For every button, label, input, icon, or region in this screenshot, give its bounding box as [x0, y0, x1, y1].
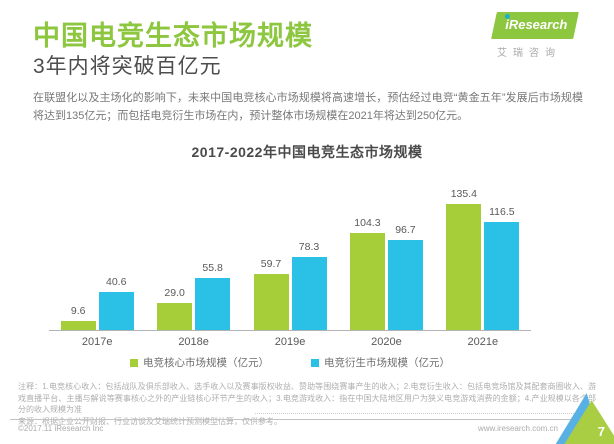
bar-cell: 59.7 — [253, 258, 289, 330]
x-axis-label: 2021e — [467, 336, 499, 348]
bar-group-2021e: 135.4 116.5 — [435, 188, 531, 330]
legend-swatch-icon — [311, 358, 319, 367]
page-subtitle: 3年内将突破百亿元 — [33, 55, 222, 78]
bar — [253, 274, 289, 330]
bar-cell: 135.4 — [446, 188, 482, 330]
bar-cell: 116.5 — [484, 205, 520, 330]
x-axis-label: 2017e — [81, 336, 113, 348]
footnote-notes: 注释：1.电竞核心收入：包括战队及俱乐部收入、选手收入以及赛事版权收益、赞助等围… — [18, 382, 596, 415]
corner-decoration: 7 — [552, 392, 614, 444]
bar-value-label: 55.8 — [202, 262, 223, 275]
bar — [446, 204, 482, 330]
bar — [291, 257, 327, 330]
bar-group-2017e: 9.6 40.6 — [49, 276, 145, 330]
bar — [387, 240, 423, 330]
bar-value-label: 96.7 — [395, 224, 416, 237]
footer-divider — [10, 419, 604, 420]
bar-group-2020e: 104.3 96.7 — [338, 217, 434, 330]
iresearch-logo: iResearch 艾瑞咨询 — [491, 12, 580, 59]
bar — [484, 221, 520, 330]
bar-cell: 96.7 — [387, 224, 423, 330]
bar-chart: 9.6 40.6 29.0 55.8 59.7 78.3 104.3 96.7 135.4 116… — [49, 171, 531, 370]
plot-area: 9.6 40.6 29.0 55.8 59.7 78.3 104.3 96.7 135.4 116… — [49, 171, 531, 331]
bar-value-label: 135.4 — [450, 188, 477, 200]
logo-badge: iResearch — [491, 12, 580, 39]
legend-item: 电竞核心市场规模（亿元） — [130, 355, 269, 370]
legend-label: 电竞衍生市场规模（亿元） — [324, 357, 450, 369]
bar-group-2019e: 59.7 78.3 — [242, 241, 338, 330]
logo-brand-chinese: 艾瑞咨询 — [497, 48, 561, 59]
page-title: 中国电竞生态市场规模 — [33, 21, 313, 51]
bar — [157, 303, 193, 330]
bar-cell: 104.3 — [349, 216, 385, 330]
bar-value-label: 116.5 — [489, 205, 515, 218]
bar — [98, 292, 134, 330]
legend-swatch-icon — [130, 358, 138, 367]
bar — [195, 278, 231, 330]
bar-value-label: 104.3 — [354, 216, 381, 229]
x-axis-label: 2019e — [274, 336, 306, 348]
bar — [60, 321, 96, 330]
bar-value-label: 40.6 — [105, 276, 127, 289]
legend-label: 电竞核心市场规模（亿元） — [143, 357, 269, 369]
bar-cell: 9.6 — [60, 305, 96, 330]
dotted-divider — [255, 413, 600, 414]
bar-value-label: 9.6 — [70, 305, 86, 318]
chart-legend: 电竞核心市场规模（亿元） 电竞衍生市场规模（亿元） — [49, 355, 531, 370]
bar-cell: 29.0 — [157, 287, 193, 330]
bar-cell: 40.6 — [98, 276, 134, 330]
website-text: www.iresearch.com.cn — [477, 424, 558, 433]
x-axis-label: 2018e — [178, 336, 209, 348]
x-axis-labels: 2017e 2018e 2019e 2020e 2021e — [49, 336, 531, 348]
footnote-source: 来源：根据企业公开财报、行业访谈及艾瑞统计预测模型估算，仅供参考。 — [18, 416, 282, 426]
bar-value-label: 59.7 — [260, 258, 282, 271]
bar-cell: 78.3 — [291, 241, 327, 330]
bar-group-2018e: 29.0 55.8 — [145, 262, 241, 330]
bar-value-label: 29.0 — [164, 287, 185, 300]
legend-item: 电竞衍生市场规模（亿元） — [311, 355, 450, 370]
copyright-text: ©2017.11 iResearch Inc — [18, 424, 104, 433]
bar-value-label: 78.3 — [298, 241, 320, 254]
logo-brand-text: iResearch — [505, 17, 568, 32]
footnote: 注释：1.电竞核心收入：包括战队及俱乐部收入、选手收入以及赛事版权收益、赞助等围… — [18, 381, 596, 427]
x-axis-label: 2020e — [371, 336, 402, 348]
bar — [349, 232, 385, 330]
page-number: 7 — [597, 424, 605, 439]
intro-paragraph: 在联盟化以及主场化的影响下，未来中国电竞核心市场规模将高速增长，预估经过电竞“黄… — [33, 92, 583, 122]
chart-title: 2017-2022年中国电竞生态市场规模 — [191, 144, 423, 160]
bar-cell: 55.8 — [195, 262, 231, 330]
